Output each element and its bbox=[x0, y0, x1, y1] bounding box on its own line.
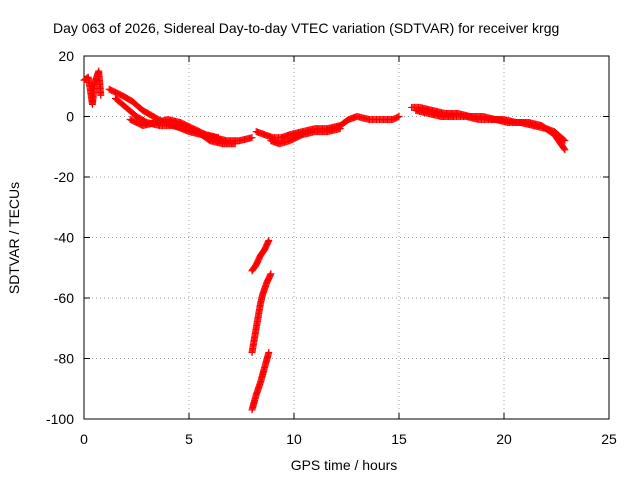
x-tick-label: 10 bbox=[286, 431, 302, 447]
data-point bbox=[561, 137, 569, 145]
x-axis-label: GPS time / hours bbox=[291, 457, 398, 473]
x-tick-label: 5 bbox=[185, 431, 193, 447]
y-tick-label: -80 bbox=[54, 351, 74, 367]
y-tick-label: 0 bbox=[66, 109, 74, 125]
x-tick-label: 0 bbox=[80, 431, 88, 447]
y-tick-label: 20 bbox=[58, 48, 74, 64]
data-point bbox=[394, 113, 402, 121]
data-point bbox=[231, 140, 239, 148]
y-tick-label: -40 bbox=[54, 230, 74, 246]
grid-lines bbox=[84, 56, 609, 419]
chart-title: Day 063 of 2026, Sidereal Day-to-day VTE… bbox=[53, 20, 559, 36]
data-point bbox=[97, 91, 105, 99]
y-tick-label: -20 bbox=[54, 169, 74, 185]
axis-ticks: 0 5 10 15 20 25 -100 -80 -60 -40 -20 0 20 bbox=[46, 48, 617, 447]
x-tick-label: 25 bbox=[601, 431, 617, 447]
x-tick-label: 20 bbox=[496, 431, 512, 447]
y-tick-label: -60 bbox=[54, 290, 74, 306]
data-point bbox=[248, 134, 256, 142]
data-point bbox=[336, 125, 344, 133]
data-point bbox=[265, 348, 273, 356]
data-point bbox=[214, 134, 222, 142]
data-point bbox=[267, 270, 275, 278]
data-point bbox=[560, 145, 568, 153]
data-point bbox=[265, 237, 273, 245]
data-point bbox=[561, 146, 569, 154]
x-tick-label: 15 bbox=[391, 431, 407, 447]
data-point bbox=[395, 113, 403, 120]
plot-frame bbox=[83, 55, 610, 420]
y-axis-label: SDTVAR / TECUs bbox=[6, 182, 22, 294]
y-tick-label: -100 bbox=[46, 411, 74, 427]
data-points bbox=[80, 67, 569, 414]
